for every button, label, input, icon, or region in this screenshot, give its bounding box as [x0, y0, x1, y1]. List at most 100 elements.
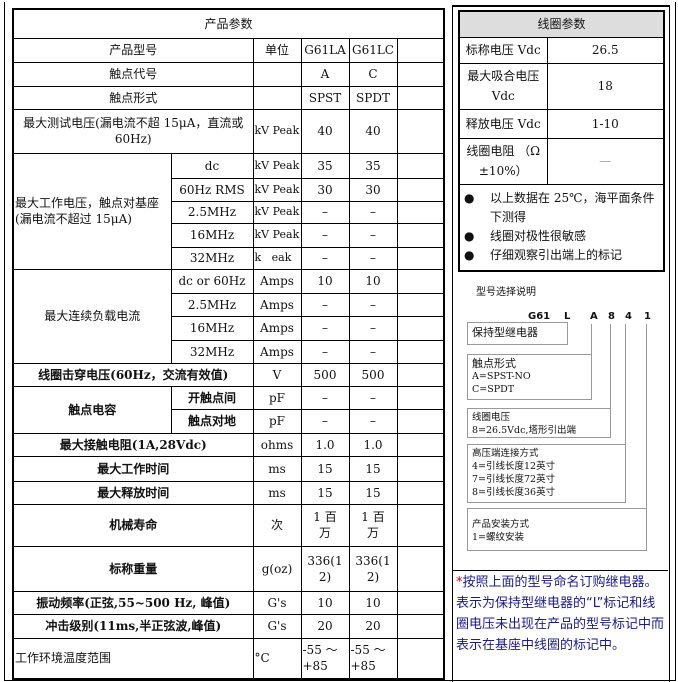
row-label: 最大接触电阻(1A,28Vdc) — [12, 432, 254, 457]
cell: 40 — [348, 108, 398, 154]
product-spec-table: 产品参数 产品型号 单位 G61LA G61LC 触点代号 A C 触点形式 SPST SPD… — [12, 8, 446, 680]
cell: G's — [252, 613, 302, 639]
code-part: A — [590, 311, 598, 322]
box-latching: 保持型继电器 — [467, 322, 568, 345]
bullet-icon: ● — [464, 191, 475, 206]
coil-notes: ● 以上数据在 25℃，海平面条件下测得 ● 线圈对极性很敏感 ● 仔细观察引出端上的… — [458, 183, 665, 272]
model-selection-diagram: 型号选择说明 G61 L A 8 4 1 保持型继电器 触点形式 A=SPST-N… — [452, 272, 668, 571]
row-label: 最大工作时间 — [12, 455, 254, 482]
cell: 1 百万 — [348, 503, 398, 547]
cell: Amps — [252, 268, 302, 294]
coil-value: 1-10 — [546, 108, 665, 139]
row-label: 最大释放时间 — [12, 480, 254, 505]
cell: V — [252, 362, 302, 387]
cell: pF — [252, 385, 302, 410]
coil-label: 标称电压 Vdc — [458, 36, 548, 64]
cell: 15 — [348, 455, 398, 482]
cell: 10 — [348, 590, 398, 615]
cell: 336(12) — [300, 545, 350, 592]
cell: -55 ～+85 — [348, 637, 398, 680]
model-header: 产品型号 — [12, 37, 254, 63]
cell: 16MHz — [170, 222, 254, 248]
cell: 开触点间 — [170, 385, 254, 410]
cell: – — [300, 315, 350, 341]
cell: 32MHz — [170, 246, 254, 270]
row-label: 机械寿命 — [12, 503, 254, 547]
cell: k eak — [252, 246, 302, 270]
code-part: 4 — [625, 311, 632, 322]
cell: 15 — [300, 455, 350, 482]
cell: ohms — [252, 432, 302, 457]
coil-value: 18 — [546, 62, 665, 110]
cell: kV Peak — [252, 177, 302, 202]
coil-title: 线圈参数 — [458, 10, 665, 38]
model-la: G61LA — [300, 37, 350, 63]
cell: Amps — [252, 339, 302, 364]
cell: 2.5MHz — [170, 292, 254, 317]
code-part: 1 — [644, 311, 651, 322]
cell: °C — [252, 637, 302, 680]
cell: 20 — [348, 613, 398, 639]
box-coil-voltage: 线圈电压 8=26.5Vdc,塔形引出端 — [467, 408, 611, 438]
code-part: G61 — [528, 311, 551, 322]
cell: SPDT — [348, 85, 398, 110]
code-part: 8 — [608, 311, 615, 322]
asterisk-icon: * — [456, 575, 463, 590]
cell: – — [300, 222, 350, 248]
cell: – — [348, 246, 398, 270]
bullet-icon: ● — [464, 248, 475, 263]
model-lc: G61LC — [348, 37, 398, 63]
cell: – — [348, 385, 398, 410]
cell: kV Peak — [252, 200, 302, 224]
cell: – — [348, 408, 398, 434]
cell: 1.0 — [300, 432, 350, 457]
box-contact-form: 触点形式 A=SPST-NO C=SPDT — [467, 354, 592, 400]
cell: kV Peak — [252, 108, 302, 154]
row-label: 最大工作电压，触点对基座(漏电流不超过 15μA) — [12, 152, 172, 270]
row-label: 工作环境温度范围 — [12, 637, 254, 680]
cell: – — [348, 292, 398, 317]
note-text: 按照上面的型号命名订购继电器。表示为保持型继电器的“L”标记和线圈电压未出现在产… — [456, 575, 665, 653]
cell: ms — [252, 480, 302, 505]
cell: C — [348, 61, 398, 87]
cell: 1 百万 — [300, 503, 350, 547]
code-part: L — [564, 311, 571, 322]
cell: 10 — [300, 268, 350, 294]
coil-value: 26.5 — [546, 36, 665, 64]
cell: 500 — [300, 362, 350, 387]
coil-value: — — [546, 137, 665, 185]
cell: 15 — [348, 480, 398, 505]
coil-label: 释放电压 Vdc — [458, 108, 548, 139]
cell: 15 — [300, 480, 350, 505]
coil-label: 线圈电阻 （Ω ±10%） — [458, 137, 548, 185]
cell: – — [300, 408, 350, 434]
cell: – — [300, 385, 350, 410]
cell: 30 — [348, 177, 398, 202]
cell: 触点对地 — [170, 408, 254, 434]
coil-label: 最大吸合电压 Vdc — [458, 62, 548, 110]
row-label: 触点形式 — [12, 85, 254, 110]
cell: – — [348, 339, 398, 364]
cell: – — [348, 315, 398, 341]
cell: 1.0 — [348, 432, 398, 457]
cell: 30 — [300, 177, 350, 202]
cell: 336(12) — [348, 545, 398, 592]
cell: 20 — [300, 613, 350, 639]
cell: – — [300, 200, 350, 224]
cell: 35 — [300, 152, 350, 179]
cell: – — [348, 222, 398, 248]
cell: 2.5MHz — [170, 200, 254, 224]
cell: 32MHz — [170, 339, 254, 364]
cell: SPST — [300, 85, 350, 110]
cell: 10 — [348, 268, 398, 294]
spec-title: 产品参数 — [12, 8, 445, 39]
box-mounting: 产品安装方式 1=螺纹安装 — [467, 508, 647, 551]
bullet-icon: ● — [464, 229, 475, 244]
ordering-note: *按照上面的型号命名订购继电器。表示为保持型继电器的“L”标记和线圈电压未出现在… — [456, 572, 666, 656]
cell: kV Peak — [252, 222, 302, 248]
cell: dc or 60Hz — [170, 268, 254, 294]
cell: 40 — [300, 108, 350, 154]
cell: pF — [252, 408, 302, 434]
cell: -55 ～+85 — [300, 637, 350, 680]
unit-header: 单位 — [252, 37, 302, 63]
